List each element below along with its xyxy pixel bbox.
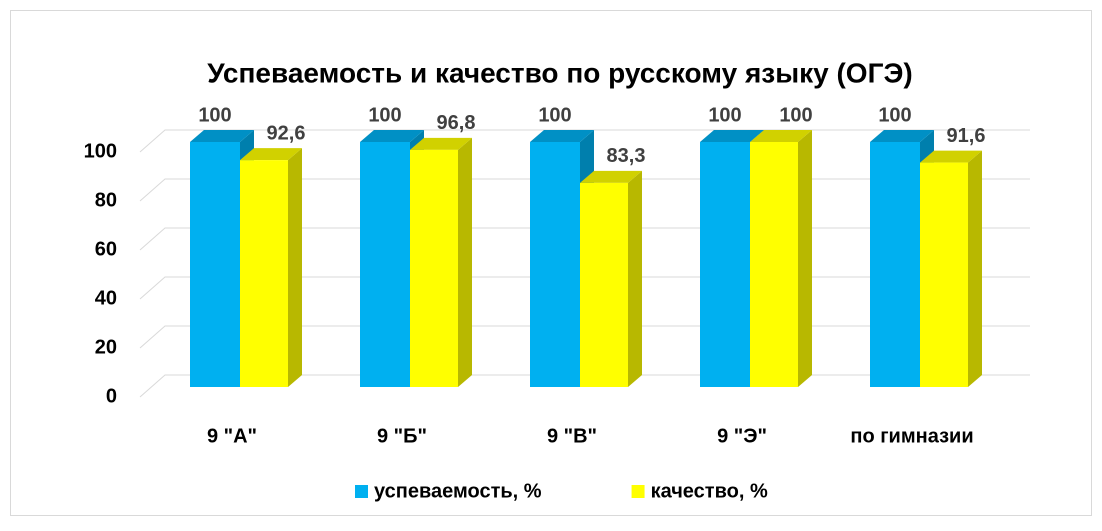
data-label: 100: [878, 104, 911, 126]
x-tick-label: по гимназии: [850, 425, 973, 447]
bar-front: [920, 162, 968, 387]
legend-swatch: [355, 485, 368, 498]
bar-side: [968, 150, 982, 387]
bar-top: [580, 170, 642, 183]
bar-top: [750, 130, 812, 142]
bar: [920, 150, 982, 387]
x-tick-label: 9 "В": [547, 425, 597, 447]
data-label: 92,6: [267, 122, 306, 144]
x-tick-label: 9 "Э": [717, 425, 767, 447]
x-tick-label: 9 "Б": [377, 425, 427, 447]
y-tick-label: 40: [95, 287, 117, 309]
bar: [580, 170, 642, 387]
bar-side: [628, 170, 642, 387]
bar-front: [410, 149, 458, 387]
bar-top: [530, 130, 594, 142]
bar-front: [870, 142, 920, 387]
data-label: 100: [779, 104, 812, 126]
bar-front: [750, 142, 798, 387]
bar-side: [288, 148, 302, 387]
data-label: 100: [538, 104, 571, 126]
data-label: 100: [198, 104, 231, 126]
bar-top: [700, 130, 764, 142]
legend-label: качество, %: [651, 480, 768, 502]
y-tick-label: 80: [95, 189, 117, 211]
bar-top: [870, 130, 934, 142]
bar-top: [240, 148, 302, 161]
chart-title: Успеваемость и качество по русскому язык…: [207, 57, 912, 88]
bar-top: [190, 130, 254, 142]
bar-front: [580, 182, 628, 387]
y-tick-label: 100: [84, 140, 117, 162]
bar-front: [530, 142, 580, 387]
x-tick-label: 9 "А": [207, 425, 257, 447]
data-label: 96,8: [437, 112, 476, 134]
bar-top: [920, 150, 982, 163]
bar-front: [190, 142, 240, 387]
data-label: 91,6: [947, 125, 986, 147]
bar-front: [240, 160, 288, 387]
legend-swatch: [631, 485, 645, 498]
bar-top: [410, 137, 472, 150]
bar: [410, 137, 472, 387]
bar-front: [360, 142, 410, 387]
bar-front: [700, 142, 750, 387]
y-tick-label: 0: [106, 385, 117, 407]
legend-label: успеваемость, %: [374, 480, 542, 502]
bar: [240, 148, 302, 387]
y-tick-label: 60: [95, 238, 117, 260]
bar-top: [360, 130, 424, 142]
data-label: 100: [368, 104, 401, 126]
data-label: 100: [708, 104, 741, 126]
bar-side: [798, 130, 812, 387]
y-tick-label: 20: [95, 336, 117, 358]
bar-side: [458, 137, 472, 387]
data-label: 83,3: [607, 145, 646, 167]
bar: [750, 130, 812, 387]
